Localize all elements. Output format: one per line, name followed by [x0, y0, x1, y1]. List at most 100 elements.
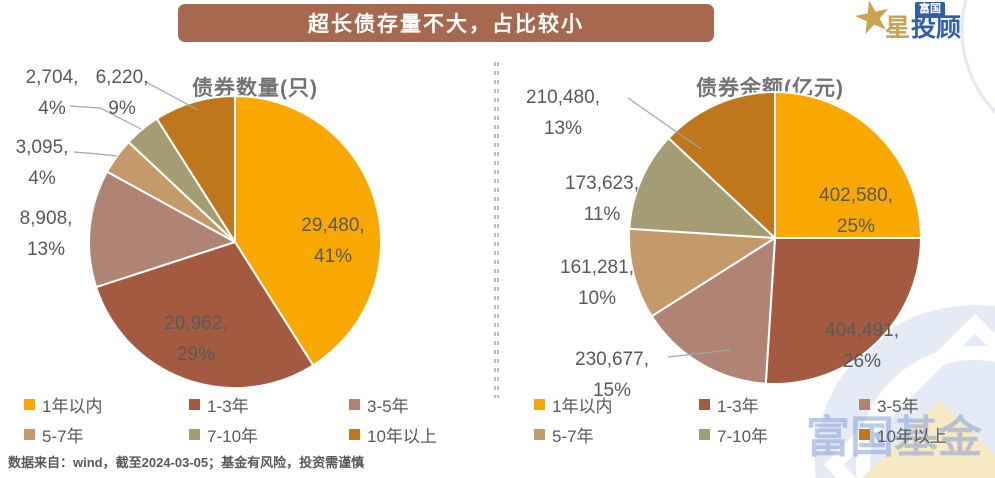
- pie-data-label-1-2: 230,677, 15%: [575, 344, 649, 406]
- label-value: 161,281,: [560, 257, 634, 278]
- label-leader-line-0-3: [73, 151, 118, 157]
- pie-slice-1-3: [628, 227, 776, 318]
- label-value: 3,095,: [15, 137, 69, 158]
- pie-data-label-0-5: 6,220, 9%: [96, 62, 149, 124]
- label-percent: 4%: [28, 168, 56, 189]
- chart-title-bond-count: 债券数量(只): [192, 77, 318, 100]
- legend-item-0-4: 7-10年: [189, 423, 349, 446]
- label-leader-line-1-5: [627, 97, 702, 150]
- legend-label: 1-3年: [717, 396, 759, 416]
- page-title: 超长债存量不大，占比较小: [308, 13, 584, 36]
- label-percent: 10%: [577, 288, 617, 309]
- label-percent: 13%: [26, 239, 66, 260]
- chart-title-bond-balance: 债券余额(亿元): [696, 77, 844, 100]
- legend-item-0-5: 10年以上: [349, 423, 486, 446]
- legend-swatch-icon: [699, 398, 710, 410]
- label-value: 404,491,: [825, 320, 899, 341]
- legend-label: 1-3年: [207, 396, 249, 416]
- pie-slice-1-2: [650, 237, 776, 385]
- label-percent: 4%: [38, 98, 66, 119]
- label-value: 210,480,: [526, 87, 600, 108]
- legend-swatch-icon: [534, 398, 545, 410]
- brand-suffix: 投顾: [911, 14, 962, 42]
- legend-item-1-3: 5-7年: [534, 423, 699, 446]
- legend-swatch-icon: [534, 428, 545, 440]
- pie-slice-0-2: [88, 170, 236, 289]
- pie-slice-0-5: [155, 95, 236, 243]
- legend-swatch-icon: [24, 398, 35, 410]
- pie-data-label-1-1: 404,491, 26%: [825, 315, 899, 377]
- legend-swatch-icon: [349, 428, 360, 440]
- pie-data-label-1-0: 402,580, 25%: [819, 180, 893, 242]
- label-percent: 13%: [543, 118, 583, 139]
- legend-swatch-icon: [349, 398, 360, 410]
- label-value: 173,623,: [565, 173, 639, 194]
- brand-box-label: 富国: [915, 2, 945, 18]
- legend-item-0-3: 5-7年: [24, 423, 189, 446]
- label-percent: 15%: [592, 380, 632, 401]
- pie-data-label-1-5: 210,480, 13%: [526, 82, 600, 144]
- pie-slice-0-1: [95, 241, 315, 389]
- legend-item-1-4: 7-10年: [699, 423, 859, 446]
- legend-bond-count: 1年以内 1-3年 3-5年 5-7年 7-10年 10年以上: [24, 393, 486, 446]
- pie-data-label-0-0: 29,480, 41%: [301, 210, 364, 272]
- legend-swatch-icon: [189, 428, 200, 440]
- label-value: 2,704,: [25, 67, 79, 88]
- legend-swatch-icon: [189, 398, 200, 410]
- legend-bond-balance: 1年以内 1-3年 3-5年 5-7年 7-10年 10年以上: [534, 393, 995, 446]
- legend-label: 3-5年: [367, 396, 409, 416]
- pie-chart-bond-balance: [627, 91, 922, 385]
- legend-label: 10年以上: [877, 426, 947, 446]
- label-value: 230,677,: [575, 349, 649, 370]
- legend-label: 5-7年: [42, 426, 84, 446]
- label-leader-line-0-4: [69, 105, 142, 130]
- legend-label: 7-10年: [717, 426, 769, 446]
- pie-data-label-1-4: 173,623, 11%: [565, 168, 639, 230]
- legend-item-1-5: 10年以上: [859, 423, 995, 446]
- brand-star-char: 星: [885, 14, 911, 42]
- panel-bond-count: 债券数量(只) 29,480, 41% 20,962, 29% 8,908, 13% 3,0…: [0, 60, 494, 405]
- legend-item-0-2: 3-5年: [349, 393, 486, 416]
- pie-data-label-0-2: 8,908, 13%: [20, 203, 73, 265]
- legend-item-0-0: 1年以内: [24, 393, 189, 416]
- legend-label: 3-5年: [877, 396, 919, 416]
- legend-label: 5-7年: [552, 426, 594, 446]
- label-percent: 25%: [836, 216, 876, 237]
- legend-item-0-1: 1-3年: [189, 393, 349, 416]
- pie-slice-1-5: [667, 91, 776, 239]
- legend-swatch-icon: [24, 428, 35, 440]
- label-leader-line-1-2: [667, 349, 731, 358]
- brand-logo: ★ 富国 星 投顾: [848, 0, 985, 48]
- label-value: 8,908,: [19, 208, 73, 229]
- label-percent: 11%: [583, 204, 621, 225]
- pie-data-label-0-1: 20,962, 29%: [164, 308, 227, 370]
- pie-data-label-0-3: 3,095, 4%: [16, 132, 69, 194]
- legend-swatch-icon: [859, 428, 870, 440]
- label-percent: 26%: [842, 351, 882, 372]
- legend-swatch-icon: [859, 398, 870, 410]
- label-percent: 9%: [108, 98, 136, 119]
- label-percent: 41%: [313, 246, 353, 267]
- legend-label: 10年以上: [367, 426, 437, 446]
- label-value: 402,580,: [819, 185, 893, 206]
- label-value: 29,480,: [301, 215, 365, 236]
- label-value: 6,220,: [95, 67, 149, 88]
- pie-data-label-0-4: 2,704, 4%: [26, 62, 79, 124]
- pie-data-label-1-3: 161,281, 10%: [560, 252, 634, 314]
- title-banner: 超长债存量不大，占比较小: [178, 4, 714, 42]
- legend-item-1-1: 1-3年: [699, 393, 859, 416]
- panel-divider: [494, 62, 499, 398]
- label-percent: 29%: [176, 344, 216, 365]
- source-note: 数据来自：wind，截至2024-03-05；基金有风险，投资需谨慎: [8, 455, 365, 470]
- legend-item-1-2: 3-5年: [859, 393, 995, 416]
- legend-label: 7-10年: [207, 426, 259, 446]
- legend-label: 1年以内: [42, 396, 103, 416]
- legend-label: 1年以内: [552, 396, 613, 416]
- panel-bond-balance: 债券余额(亿元) 402,580, 25% 404,491, 26% 230,677, 1…: [505, 60, 995, 405]
- pie-slice-1-0: [774, 91, 922, 239]
- label-value: 20,962,: [164, 313, 228, 334]
- label-leader-line-0-5: [145, 81, 199, 111]
- pie-slice-1-4: [628, 137, 776, 239]
- legend-item-1-0: 1年以内: [534, 393, 699, 416]
- pie-chart-bond-count: [69, 81, 383, 389]
